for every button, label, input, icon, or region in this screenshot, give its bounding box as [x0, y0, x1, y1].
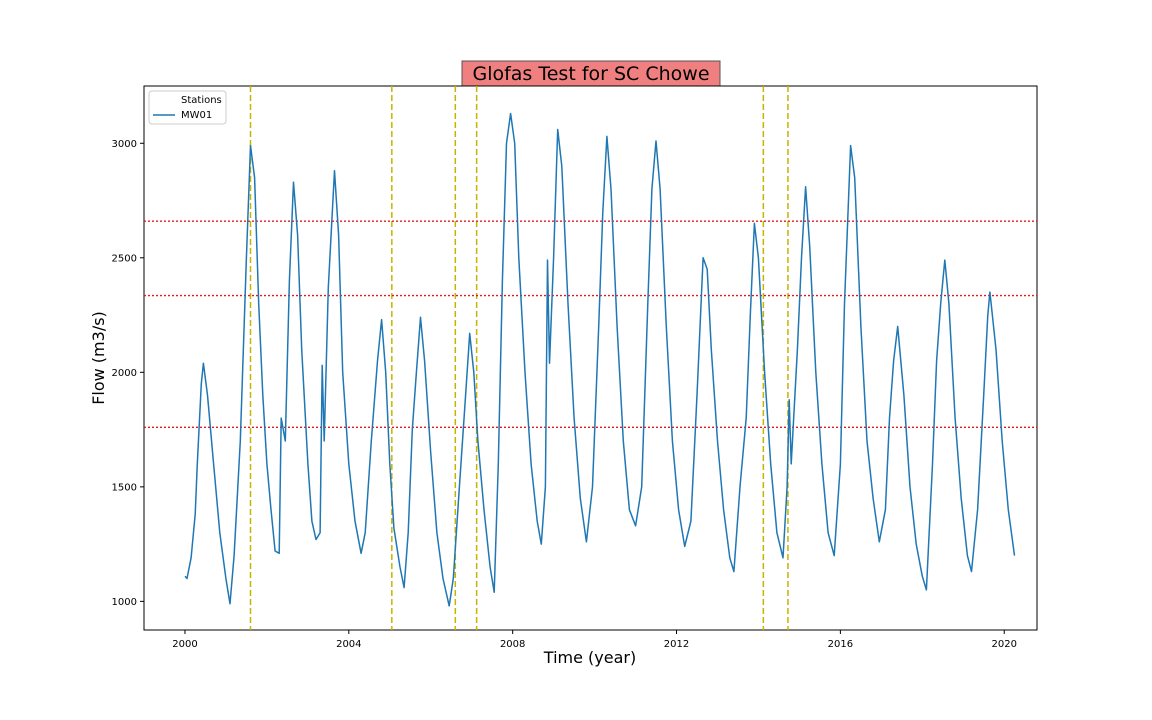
y-tick-label: 1000 — [112, 597, 137, 608]
x-tick-label: 2012 — [664, 639, 689, 650]
y-tick-label: 3000 — [112, 139, 137, 150]
y-axis: 1000 1500 2000 2500 3000 — [112, 139, 144, 608]
y-tick-label: 2500 — [112, 253, 137, 264]
x-axis-title: Time (year) — [543, 648, 636, 667]
plot-area — [143, 85, 1038, 631]
y-tick-label: 1500 — [112, 482, 137, 493]
x-tick-label: 2016 — [828, 639, 853, 650]
y-tick-label: 2000 — [112, 368, 137, 379]
x-tick-label: 2020 — [992, 639, 1017, 650]
y-axis-title: Flow (m3/s) — [89, 311, 108, 405]
legend-label-mw01: MW01 — [181, 110, 212, 121]
series-group — [184, 112, 1016, 607]
x-axis: 2000 2004 2008 2012 2016 2020 — [172, 630, 1017, 650]
legend: Stations MW01 — [148, 90, 227, 125]
chart-title-box — [461, 60, 721, 89]
series-line-mw01 — [184, 112, 1016, 607]
legend-title: Stations — [181, 95, 222, 106]
x-tick-label: 2004 — [336, 639, 361, 650]
chart-title: Glofas Test for SC Chowe — [472, 63, 709, 85]
x-tick-label: 2008 — [500, 639, 525, 650]
threshold-lines — [144, 220, 1037, 428]
x-tick-label: 2000 — [172, 639, 197, 650]
